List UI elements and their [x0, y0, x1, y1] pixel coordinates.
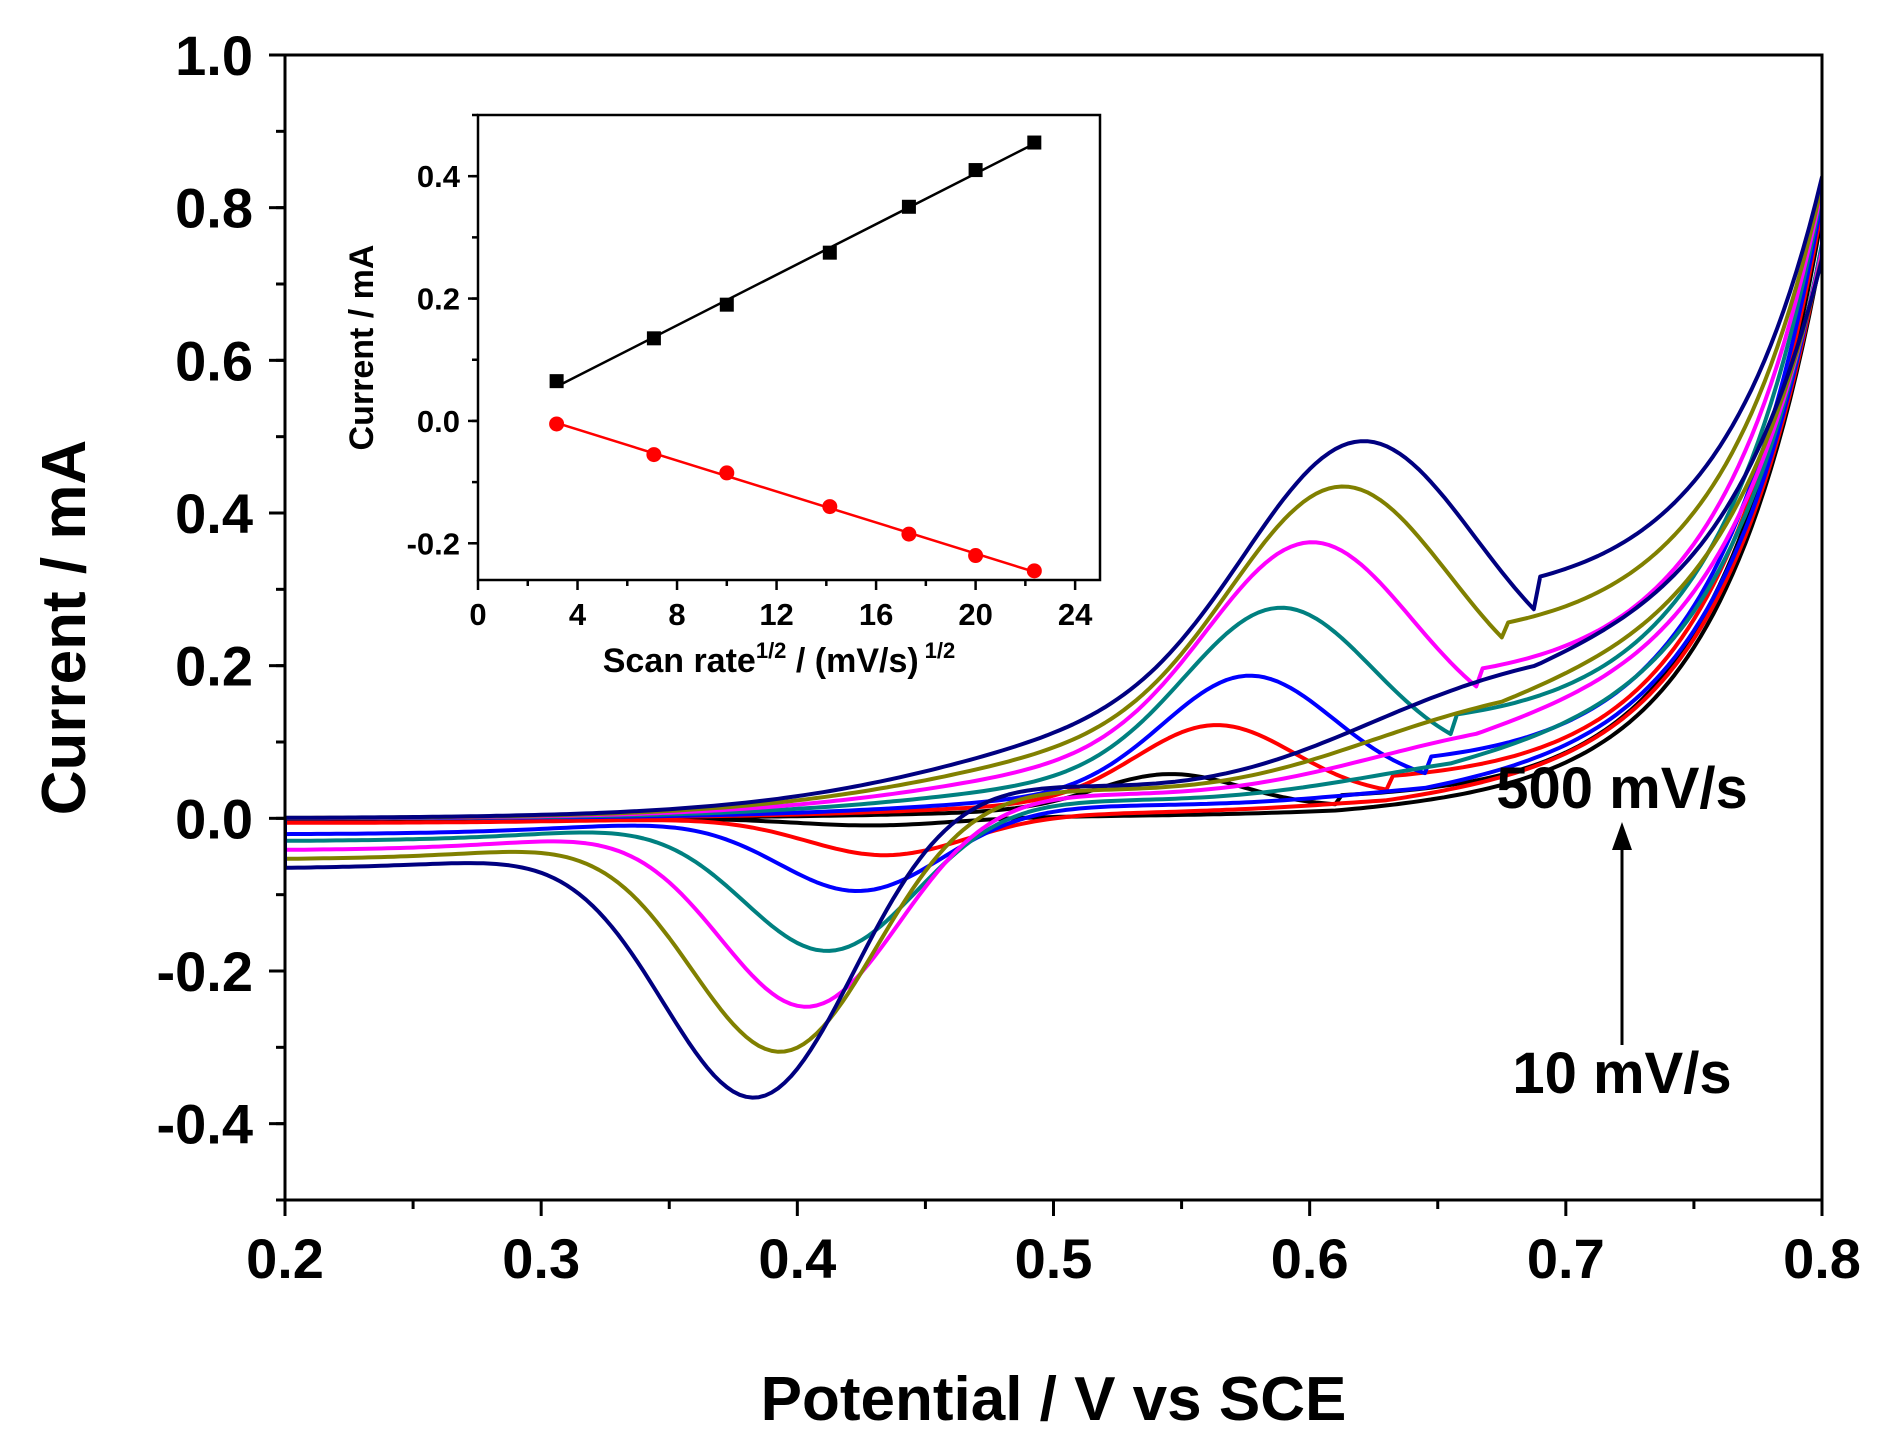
inset-x-tick-label: 4	[569, 597, 587, 632]
y-tick-label: 1.0	[175, 24, 253, 87]
inset-point-cathodic	[549, 416, 565, 432]
inset-y-tick-label: 0.2	[417, 282, 460, 317]
inset-point-cathodic	[719, 465, 735, 481]
inset-y-axis-title: Current / mA	[343, 245, 381, 451]
x-tick-label: 0.7	[1527, 1227, 1605, 1290]
x-tick-label: 0.2	[246, 1227, 324, 1290]
inset-x-title-mid: / (mV/s)	[786, 642, 918, 680]
inset-point-anodic	[646, 331, 661, 346]
inset-x-axis-title: Scan rate1/2 / (mV/s) 1/2	[603, 638, 956, 680]
inset-x-title-sup2: 1/2	[925, 638, 956, 663]
cv-curve-5	[285, 186, 1822, 1009]
inset-fit-line-cathodic	[556, 421, 1035, 574]
inset-point-cathodic	[822, 499, 838, 515]
main-plot-annotations: 500 mV/s 10 mV/s	[1496, 756, 1748, 1106]
inset-point-cathodic	[901, 526, 917, 542]
annotation-10: 10 mV/s	[1512, 1041, 1731, 1106]
x-tick-label: 0.3	[502, 1227, 580, 1290]
y-tick-label: 0.2	[175, 635, 253, 698]
inset-y-tick-label: 0.4	[417, 159, 461, 194]
x-tick-label: 0.8	[1783, 1227, 1861, 1290]
cv-curve-4	[285, 190, 1822, 953]
main-plot-curves	[285, 175, 1822, 1100]
inset-x-title-sup1: 1/2	[756, 638, 787, 663]
y-axis-title: Current / mA	[30, 440, 99, 815]
inset-x-tick-label: 16	[859, 597, 893, 632]
cv-curve-6	[285, 182, 1822, 1054]
inset-x-tick-label: 8	[668, 597, 685, 632]
inset-point-anodic	[901, 199, 916, 214]
x-tick-label: 0.4	[758, 1227, 836, 1290]
y-tick-label: 0.8	[175, 177, 253, 240]
main-plot-axes: 0.2 0.3 0.4 0.5 0.6 0.7 0.8 -0.4 -0.2 0.0 0.2 0.4 0.…	[30, 24, 1861, 1434]
inset-point-cathodic	[1026, 563, 1042, 579]
inset-frame	[476, 113, 1102, 582]
inset-x-tick-label: 20	[958, 597, 992, 632]
y-tick-label: -0.2	[157, 940, 254, 1003]
y-tick-label: -0.4	[157, 1093, 254, 1156]
inset-point-anodic	[822, 245, 837, 260]
inset-fit-line-anodic	[556, 142, 1035, 388]
inset-point-anodic	[549, 374, 564, 389]
inset-x-title-main: Scan rate	[603, 642, 756, 680]
y-tick-label: 0.6	[175, 329, 253, 392]
cv-curve-3	[285, 198, 1822, 893]
inset-point-cathodic	[968, 548, 984, 564]
cv-curve-7	[285, 175, 1822, 1100]
inset-x-tick-label: 12	[759, 597, 793, 632]
y-tick-label: 0.4	[175, 482, 253, 545]
inset-point-anodic	[1027, 135, 1042, 150]
x-axis-title: Potential / V vs SCE	[761, 1365, 1347, 1434]
annotation-500: 500 mV/s	[1496, 756, 1748, 821]
x-tick-label: 0.5	[1015, 1227, 1093, 1290]
x-tick-label: 0.6	[1271, 1227, 1349, 1290]
inset-point-cathodic	[646, 447, 662, 463]
inset-y-tick-label: 0.0	[417, 404, 460, 439]
inset-x-tick-label: 24	[1058, 597, 1093, 632]
inset-y-tick-label: -0.2	[407, 526, 460, 561]
scan-rate-arrow-head	[1612, 822, 1632, 850]
inset-point-anodic	[719, 297, 734, 312]
y-tick-label: 0.0	[175, 787, 253, 850]
inset-point-anodic	[968, 163, 983, 178]
inset-x-tick-label: 0	[469, 597, 486, 632]
